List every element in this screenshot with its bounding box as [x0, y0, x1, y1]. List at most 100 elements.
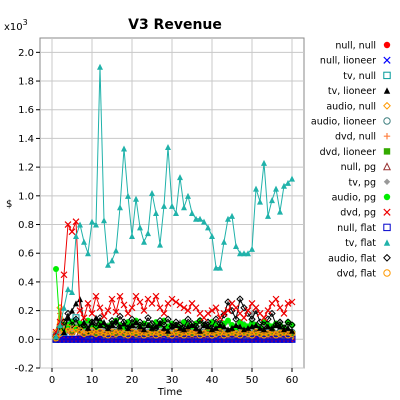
- data-point: [157, 241, 163, 248]
- data-point: [137, 224, 143, 231]
- data-point: [220, 310, 228, 317]
- legend-marker: [382, 162, 392, 171]
- data-point: [180, 304, 188, 312]
- data-point: [88, 335, 96, 343]
- data-point: [149, 189, 155, 196]
- data-point: [157, 320, 163, 327]
- data-point: [168, 295, 176, 303]
- data-point: [105, 261, 111, 268]
- data-point: [240, 304, 248, 312]
- legend-marker: [383, 148, 391, 155]
- data-point: [136, 298, 144, 306]
- data-point: [93, 314, 99, 321]
- legend-item: null, null: [335, 41, 391, 52]
- y-tick-label: -0.2: [14, 364, 34, 375]
- data-point: [53, 333, 59, 340]
- legend-label: null, lioneer: [320, 56, 376, 67]
- data-point: [137, 323, 143, 330]
- data-point: [240, 314, 248, 322]
- series-tv-lioneer: [53, 296, 295, 340]
- data-point: [272, 335, 280, 343]
- data-point: [265, 323, 271, 330]
- data-point: [228, 335, 236, 343]
- data-point: [116, 335, 124, 343]
- data-point: [273, 321, 279, 328]
- legend-item: tv, pg: [349, 177, 391, 188]
- legend-label: audio, null: [326, 101, 376, 112]
- legend-marker: [383, 56, 391, 64]
- legend-item: dvd, flat: [337, 269, 391, 280]
- data-point: [224, 307, 232, 315]
- data-point: [197, 327, 203, 334]
- data-point: [261, 159, 267, 166]
- data-point: [60, 318, 68, 326]
- data-point: [168, 335, 176, 343]
- data-point: [104, 307, 112, 315]
- data-point: [201, 218, 207, 225]
- legend-label: tv, pg: [349, 177, 376, 188]
- data-point: [184, 335, 192, 343]
- data-point: [152, 331, 160, 339]
- data-point: [277, 208, 283, 215]
- data-point: [161, 202, 167, 209]
- data-point: [92, 292, 100, 300]
- data-point: [72, 218, 80, 226]
- data-point: [284, 300, 292, 307]
- data-point: [164, 315, 172, 323]
- data-point: [92, 322, 100, 331]
- data-point: [125, 324, 131, 331]
- series-tv-flat: [53, 63, 295, 340]
- data-point: [205, 224, 211, 231]
- y-tick-label: 0.2: [18, 306, 34, 317]
- data-point: [64, 221, 72, 228]
- data-point: [261, 326, 267, 333]
- legend-marker: [383, 193, 391, 201]
- data-point: [280, 310, 288, 317]
- data-point: [232, 304, 240, 312]
- data-point: [280, 335, 288, 343]
- data-point: [60, 271, 68, 279]
- data-point: [101, 319, 107, 326]
- data-point: [160, 335, 168, 343]
- data-point: [129, 321, 135, 328]
- data-point: [133, 195, 139, 202]
- data-point: [272, 295, 280, 303]
- legend-label: dvd, flat: [337, 269, 377, 280]
- data-point: [96, 328, 104, 336]
- data-point: [252, 335, 260, 343]
- y-axis-label: $: [6, 199, 12, 210]
- data-point: [113, 317, 119, 324]
- data-point: [184, 307, 192, 315]
- legend-label: null, flat: [337, 223, 376, 234]
- data-point: [269, 197, 275, 204]
- data-point: [276, 330, 284, 338]
- legend-marker: [383, 223, 391, 232]
- data-point: [185, 192, 191, 199]
- y-multiplier: x103: [4, 18, 28, 33]
- data-point: [172, 335, 180, 343]
- data-point: [229, 212, 235, 219]
- data-point: [77, 221, 83, 228]
- data-point: [132, 330, 140, 338]
- data-point: [264, 330, 272, 338]
- legend-label: audio, pg: [332, 193, 376, 204]
- legend-marker: [383, 253, 391, 262]
- data-point: [213, 264, 219, 271]
- legend-item: audio, null: [326, 101, 391, 112]
- data-point: [264, 307, 272, 315]
- data-point: [153, 210, 159, 217]
- legend-marker: [383, 208, 391, 216]
- data-point: [73, 233, 79, 239]
- data-point: [260, 335, 268, 343]
- y-tick-label: 0.8: [18, 220, 34, 231]
- data-point: [177, 324, 183, 331]
- data-point: [136, 335, 144, 343]
- data-point: [97, 63, 103, 70]
- data-point: [121, 145, 127, 152]
- data-point: [128, 328, 136, 336]
- data-point: [177, 174, 183, 181]
- series-line: [55, 327, 293, 339]
- data-point: [156, 330, 164, 338]
- data-point: [80, 314, 88, 322]
